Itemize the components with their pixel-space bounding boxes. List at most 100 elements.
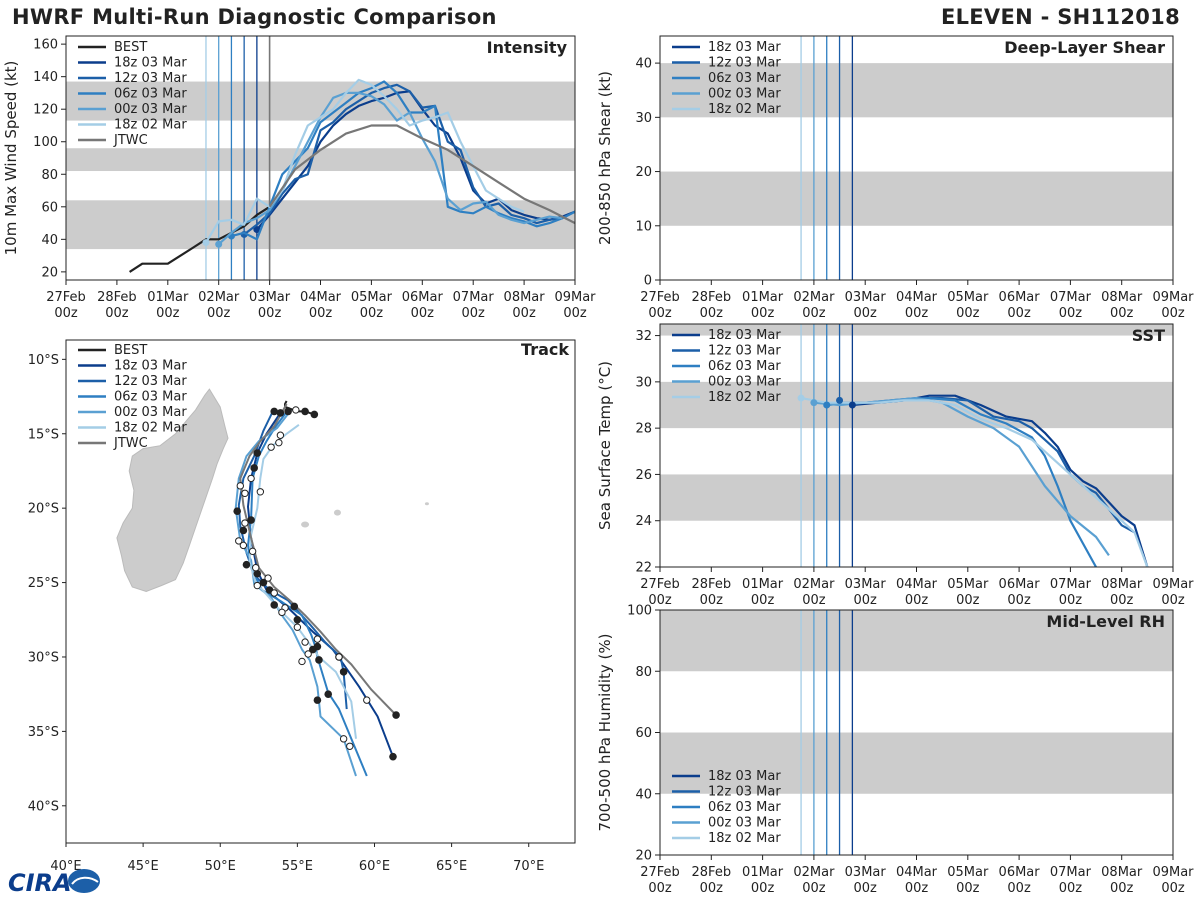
shear-x-tick-label: 04Mar	[896, 290, 938, 305]
intensity-y-tick-label: 160	[33, 38, 58, 53]
sst-x-tick-label: 00z	[854, 593, 878, 608]
shear-panel-title: Deep-Layer Shear	[1004, 38, 1165, 57]
intensity-x-tick-label: 05Mar	[351, 290, 393, 305]
rh-y-tick-label: 40	[635, 787, 652, 802]
rh-x-tick-label: 00z	[1059, 881, 1083, 896]
rh-x-tick-label: 27Feb	[640, 865, 680, 880]
cira-logo-globe	[68, 869, 100, 893]
sst-x-tick-label: 06Mar	[999, 577, 1041, 592]
intensity-x-tick-label: 00z	[309, 306, 333, 321]
rh-x-tick-label: 02Mar	[793, 865, 835, 880]
track-position-open-marker	[267, 443, 275, 451]
shear-x-tick-label: 00z	[956, 306, 980, 321]
track-y-tick-label: 25°S	[28, 576, 59, 591]
sst-x-tick-label: 00z	[1007, 593, 1031, 608]
intensity-series-jtwc	[268, 124, 575, 225]
sst-x-tick-label: 00z	[751, 593, 775, 608]
track-x-tick-label: 50°E	[205, 859, 236, 874]
intensity-x-tick-label: 00z	[411, 306, 435, 321]
rh-x-tick-label: 05Mar	[947, 865, 989, 880]
shear-x-tick-label: 03Mar	[845, 290, 887, 305]
intensity-x-tick-label: 07Mar	[453, 290, 495, 305]
track-position-marker	[308, 645, 317, 654]
cira-logo: CIRA	[8, 869, 100, 897]
track-y-tick-label: 15°S	[28, 427, 59, 442]
sst-panel-title: SST	[1132, 326, 1165, 345]
track-position-marker	[250, 464, 258, 472]
track-position-open-marker	[304, 650, 312, 658]
track-position-marker	[270, 601, 279, 609]
intensity-legend-label: 06z 03 Mar	[114, 87, 187, 102]
sst-x-tick-label: 02Mar	[793, 577, 835, 592]
intensity-y-tick-label: 140	[33, 70, 58, 85]
intensity-x-tick-label: 00z	[156, 306, 180, 321]
rh-x-tick-label: 00z	[854, 881, 878, 896]
shear-legend-label: 18z 03 Mar	[708, 40, 781, 55]
track-position-open-marker	[363, 696, 371, 704]
sst-x-tick-label: 05Mar	[947, 577, 989, 592]
track-position-open-marker	[236, 482, 244, 490]
sst-x-tick-label: 00z	[1161, 593, 1185, 608]
track-legend-label: 18z 03 Mar	[114, 359, 187, 374]
mauritius-island	[333, 509, 341, 516]
shear-band	[660, 63, 1173, 118]
intensity-x-tick-label: 04Mar	[300, 290, 342, 305]
intensity-y-tick-label: 80	[41, 168, 58, 183]
sst-init-marker	[836, 396, 844, 404]
track-position-marker	[259, 578, 268, 587]
track-position-open-marker	[256, 488, 265, 496]
track-position-marker	[313, 696, 322, 704]
rh-y-tick-label: 60	[635, 726, 652, 741]
rh-plot-area	[660, 610, 1173, 855]
track-position-marker	[301, 407, 309, 416]
track-position-open-marker	[335, 653, 343, 661]
storm-id: ELEVEN - SH112018	[940, 5, 1180, 29]
sst-legend-label: 12z 03 Mar	[708, 344, 781, 359]
track-position-open-marker	[239, 541, 248, 550]
shear-x-tick-label: 00z	[905, 306, 929, 321]
figure-title: HWRF Multi-Run Diagnostic Comparison	[12, 5, 497, 29]
intensity-x-tick-label: 00z	[258, 306, 282, 321]
shear-y-tick-label: 10	[635, 219, 652, 234]
intensity-plot-area	[66, 36, 575, 280]
sst-series-18z-02-mar	[800, 397, 1149, 567]
intensity-band	[66, 81, 575, 121]
shear-x-tick-label: 00z	[854, 306, 878, 321]
track-plot-area	[116, 388, 429, 777]
sst-band	[660, 324, 1173, 336]
track-position-open-marker	[247, 474, 255, 483]
intensity-x-tick-label: 00z	[54, 306, 78, 321]
sst-x-tick-label: 09Mar	[1152, 577, 1194, 592]
track-position-open-marker	[276, 431, 285, 439]
shear-x-tick-label: 00z	[802, 306, 826, 321]
sst-x-tick-label: 00z	[700, 593, 724, 608]
track-y-tick-label: 35°S	[28, 725, 59, 740]
track-position-marker	[339, 668, 348, 676]
intensity-x-tick-label: 00z	[512, 306, 536, 321]
rh-x-tick-label: 00z	[956, 881, 980, 896]
intensity-band	[66, 200, 575, 250]
track-x-tick-label: 70°E	[513, 859, 544, 874]
track-series-18z-03-mar	[247, 412, 394, 758]
rh-legend-label: 18z 03 Mar	[708, 769, 781, 784]
shear-legend-label: 00z 03 Mar	[708, 87, 781, 102]
rh-x-tick-label: 28Feb	[692, 865, 732, 880]
track-legend-label: 06z 03 Mar	[114, 390, 187, 405]
sst-plot-area	[660, 324, 1173, 567]
sst-band	[660, 474, 1173, 521]
shear-legend-label: 12z 03 Mar	[708, 56, 781, 71]
shear-x-tick-label: 06Mar	[999, 290, 1041, 305]
sst-band	[660, 381, 1173, 429]
intensity-legend-label: 00z 03 Mar	[114, 102, 187, 117]
rh-x-tick-label: 00z	[905, 881, 929, 896]
sst-y-tick-label: 22	[635, 561, 652, 576]
intensity-legend-label: 12z 03 Mar	[114, 71, 187, 86]
shear-x-tick-label: 08Mar	[1101, 290, 1143, 305]
rh-x-tick-label: 00z	[648, 881, 672, 896]
rh-x-tick-label: 00z	[802, 881, 826, 896]
shear-legend-label: 06z 03 Mar	[708, 71, 781, 86]
sst-x-tick-label: 00z	[648, 593, 672, 608]
track-position-open-marker	[241, 489, 249, 497]
shear-x-tick-label: 00z	[1059, 306, 1083, 321]
sst-x-tick-label: 27Feb	[640, 577, 680, 592]
